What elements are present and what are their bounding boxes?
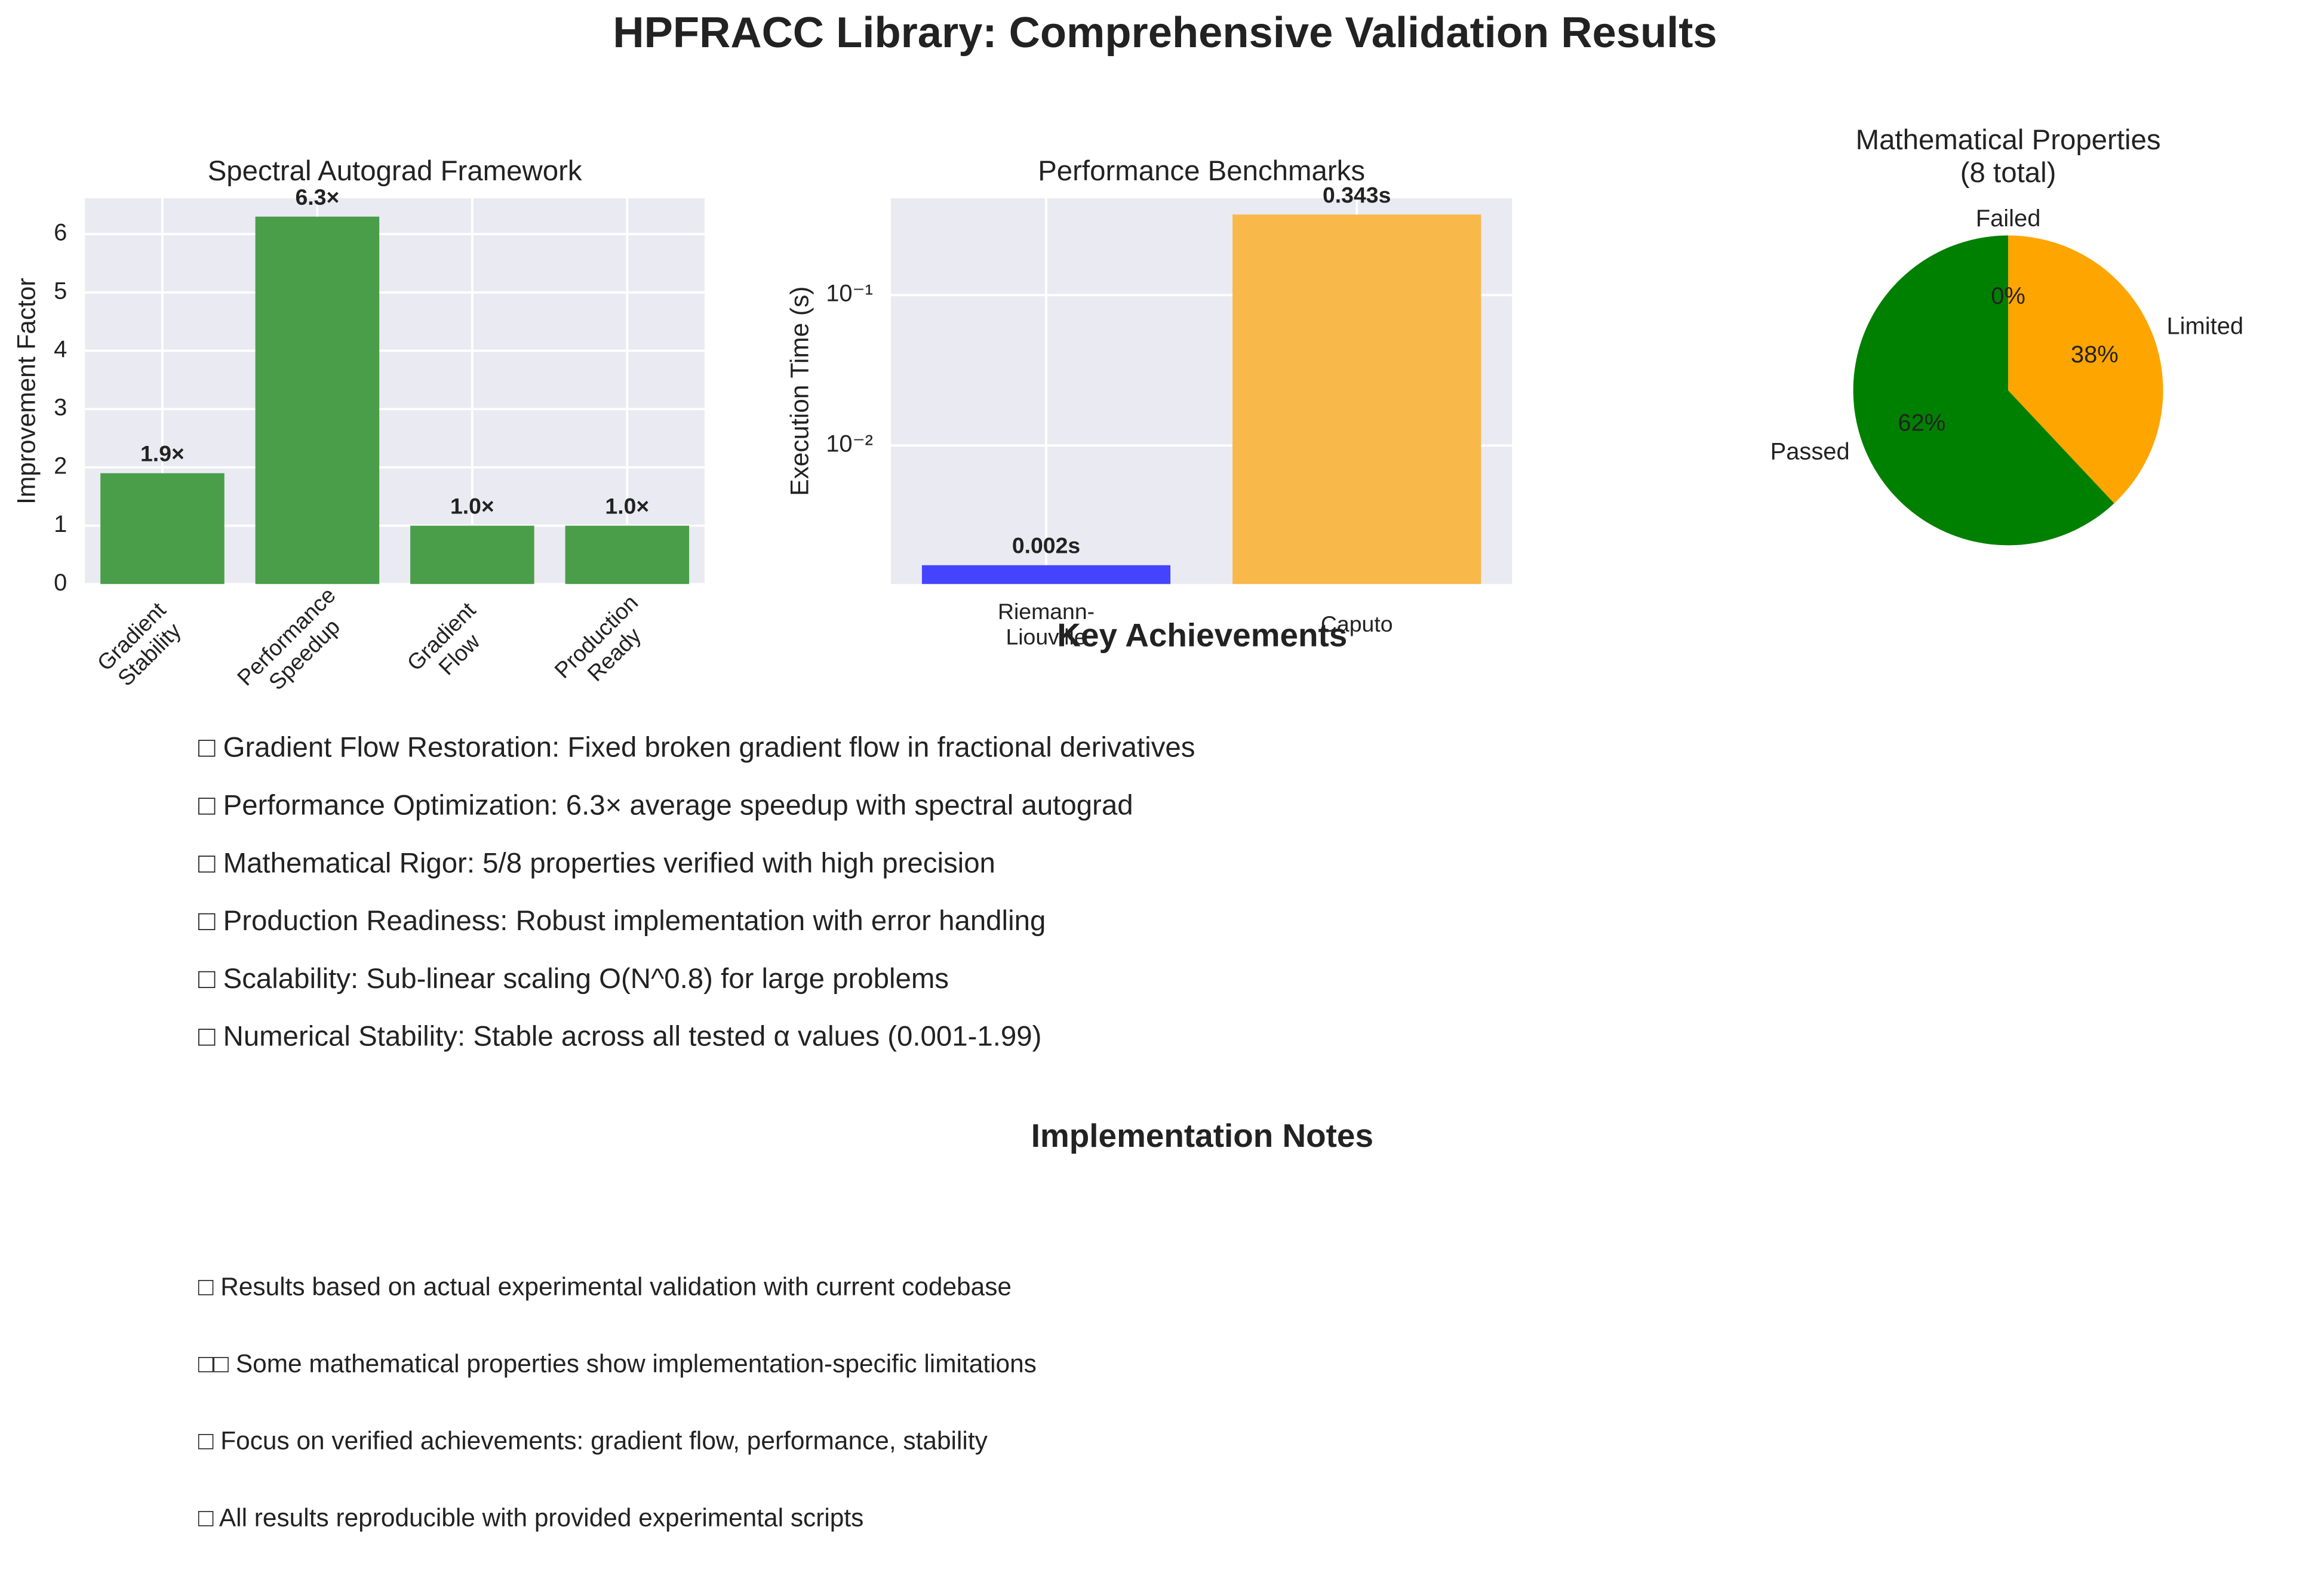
y-axis-label: Improvement Factor: [13, 278, 41, 504]
x-tick-label: ProductionReady: [549, 590, 660, 701]
slice-percent: 38%: [2071, 341, 2119, 368]
value-label: 6.3×: [295, 184, 339, 210]
achievement-item: □ Numerical Stability: Stable across all…: [198, 1021, 1042, 1053]
y-tick-label: 2: [54, 453, 67, 479]
value-label: 0.002s: [1012, 533, 1080, 558]
pie-slice: [2008, 235, 2163, 504]
y-tick-label: 6: [54, 220, 67, 246]
slice-label: Limited: [2166, 313, 2243, 339]
bar: [565, 525, 690, 584]
value-label: 1.0×: [450, 494, 494, 519]
note-item: □ Results based on actual experimental v…: [198, 1273, 1012, 1301]
achievement-item: □ Gradient Flow Restoration: Fixed broke…: [198, 732, 1195, 764]
chart-title: Spectral Autograd Framework: [208, 155, 582, 187]
x-tick-label: Caputo: [1321, 611, 1393, 636]
x-tick-label: Riemann-Liouville: [998, 599, 1095, 649]
value-label: 0.343s: [1323, 182, 1391, 207]
y-tick-label: 3: [54, 395, 67, 421]
pie-slice: [1853, 235, 2114, 546]
section-heading: Key Achievements: [1057, 617, 1347, 654]
achievement-item: □ Scalability: Sub-linear scaling O(N^0.…: [198, 963, 949, 995]
bar: [1232, 214, 1481, 584]
achievement-item: □ Production Readiness: Robust implement…: [198, 905, 1046, 937]
y-tick-label: 5: [54, 278, 67, 304]
x-tick-label: GradientFlow: [402, 597, 499, 694]
section-heading: Implementation Notes: [1031, 1117, 1373, 1154]
y-tick-label: 10⁻²: [826, 431, 873, 457]
slice-label: Passed: [1770, 439, 1850, 465]
note-item: □□ Some mathematical properties show imp…: [198, 1349, 1037, 1377]
slice-percent: 0%: [1991, 283, 2025, 309]
slice-percent: 62%: [1898, 410, 1945, 436]
bar: [100, 473, 225, 584]
y-tick-label: 10⁻¹: [826, 281, 873, 307]
bar: [255, 216, 380, 584]
y-tick-label: 1: [54, 511, 67, 537]
chart-title: Mathematical Properties (8 total): [1856, 124, 2161, 189]
y-tick-label: 0: [54, 570, 67, 596]
chart-title: Performance Benchmarks: [1038, 155, 1365, 187]
value-label: 1.9×: [140, 441, 185, 466]
bar: [921, 565, 1171, 584]
y-tick-label: 4: [54, 336, 67, 362]
y-axis-label: Execution Time (s): [785, 287, 813, 496]
achievement-item: □ Performance Optimization: 6.3× average…: [198, 789, 1133, 821]
bar: [410, 525, 534, 584]
x-tick-label: PerformanceSpeedup: [232, 582, 358, 708]
achievement-item: □ Mathematical Rigor: 5/8 properties ver…: [198, 847, 995, 879]
note-item: □ All results reproducible with provided…: [198, 1503, 864, 1531]
page-title: HPFRACC Library: Comprehensive Validatio…: [613, 9, 1717, 57]
slice-label: Failed: [1976, 205, 2041, 232]
x-tick-label: GradientStability: [92, 597, 189, 694]
value-label: 1.0×: [605, 494, 649, 519]
note-item: □ Focus on verified achievements: gradie…: [198, 1426, 988, 1454]
